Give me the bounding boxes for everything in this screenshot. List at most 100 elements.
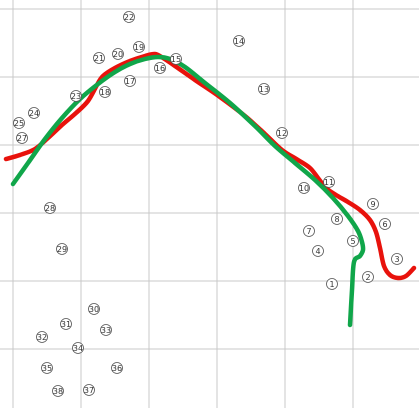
point-22: 22 xyxy=(123,11,135,23)
point-35: 35 xyxy=(41,362,53,374)
point-20: 20 xyxy=(112,48,124,60)
point-marker-34 xyxy=(72,342,84,354)
point-marker-13 xyxy=(258,83,270,95)
point-label-28: 28 xyxy=(45,204,55,213)
point-marker-28 xyxy=(44,202,56,214)
point-label-31: 31 xyxy=(61,320,71,329)
point-marker-1 xyxy=(326,278,338,290)
point-marker-3 xyxy=(391,253,403,265)
point-4: 4 xyxy=(312,245,324,257)
data-points: 1234567891011121314151617181920212223242… xyxy=(13,11,403,397)
point-28: 28 xyxy=(44,202,56,214)
point-19: 19 xyxy=(133,41,145,53)
point-16: 16 xyxy=(154,62,166,74)
point-marker-11 xyxy=(323,176,335,188)
point-marker-31 xyxy=(60,318,72,330)
point-label-5: 5 xyxy=(350,237,355,246)
point-21: 21 xyxy=(93,52,105,64)
point-marker-12 xyxy=(276,127,288,139)
point-9: 9 xyxy=(367,198,379,210)
point-marker-10 xyxy=(298,182,310,194)
point-label-36: 36 xyxy=(112,364,122,373)
point-12: 12 xyxy=(276,127,288,139)
point-label-11: 11 xyxy=(324,178,334,187)
point-marker-2 xyxy=(362,271,374,283)
point-2: 2 xyxy=(362,271,374,283)
point-label-16: 16 xyxy=(155,64,165,73)
point-label-20: 20 xyxy=(113,50,123,59)
point-27: 27 xyxy=(16,132,28,144)
point-15: 15 xyxy=(170,53,182,65)
point-label-23: 23 xyxy=(71,92,81,101)
point-marker-30 xyxy=(88,303,100,315)
point-5: 5 xyxy=(347,235,359,247)
point-label-15: 15 xyxy=(171,55,181,64)
point-24: 24 xyxy=(28,107,40,119)
point-label-25: 25 xyxy=(14,119,24,128)
point-marker-5 xyxy=(347,235,359,247)
point-marker-37 xyxy=(83,384,95,396)
point-13: 13 xyxy=(258,83,270,95)
point-marker-23 xyxy=(70,90,82,102)
point-marker-27 xyxy=(16,132,28,144)
point-8: 8 xyxy=(331,213,343,225)
point-3: 3 xyxy=(391,253,403,265)
point-29: 29 xyxy=(56,243,68,255)
point-marker-7 xyxy=(303,225,315,237)
point-label-17: 17 xyxy=(125,77,135,86)
point-marker-17 xyxy=(124,75,136,87)
point-label-29: 29 xyxy=(57,245,67,254)
point-label-18: 18 xyxy=(100,88,110,97)
point-label-14: 14 xyxy=(234,37,244,46)
point-marker-21 xyxy=(93,52,105,64)
point-label-9: 9 xyxy=(370,200,375,209)
point-label-10: 10 xyxy=(299,184,309,193)
point-marker-22 xyxy=(123,11,135,23)
point-36: 36 xyxy=(111,362,123,374)
point-marker-19 xyxy=(133,41,145,53)
point-18: 18 xyxy=(99,86,111,98)
point-label-37: 37 xyxy=(84,386,94,395)
point-marker-20 xyxy=(112,48,124,60)
point-marker-36 xyxy=(111,362,123,374)
point-31: 31 xyxy=(60,318,72,330)
point-marker-29 xyxy=(56,243,68,255)
point-label-3: 3 xyxy=(394,255,399,264)
point-label-30: 30 xyxy=(89,305,99,314)
point-25: 25 xyxy=(13,117,25,129)
point-37: 37 xyxy=(83,384,95,396)
point-34: 34 xyxy=(72,342,84,354)
point-label-35: 35 xyxy=(42,364,52,373)
point-marker-15 xyxy=(170,53,182,65)
point-label-1: 1 xyxy=(329,280,334,289)
point-marker-35 xyxy=(41,362,53,374)
point-label-2: 2 xyxy=(365,273,370,282)
point-marker-14 xyxy=(233,35,245,47)
point-32: 32 xyxy=(36,331,48,343)
point-marker-4 xyxy=(312,245,324,257)
point-label-12: 12 xyxy=(277,129,287,138)
point-marker-8 xyxy=(331,213,343,225)
green-curve-line xyxy=(10,54,366,328)
point-marker-9 xyxy=(367,198,379,210)
point-label-27: 27 xyxy=(17,134,27,143)
point-33: 33 xyxy=(100,324,112,336)
point-23: 23 xyxy=(70,90,82,102)
point-marker-32 xyxy=(36,331,48,343)
point-label-4: 4 xyxy=(315,247,320,256)
curves xyxy=(3,51,417,328)
point-10: 10 xyxy=(298,182,310,194)
point-label-38: 38 xyxy=(53,387,63,396)
point-label-22: 22 xyxy=(124,13,134,22)
point-marker-25 xyxy=(13,117,25,129)
point-marker-24 xyxy=(28,107,40,119)
point-marker-33 xyxy=(100,324,112,336)
point-marker-16 xyxy=(154,62,166,74)
point-label-6: 6 xyxy=(382,220,387,229)
point-label-32: 32 xyxy=(37,333,47,342)
point-14: 14 xyxy=(233,35,245,47)
point-marker-6 xyxy=(379,218,391,230)
point-17: 17 xyxy=(124,75,136,87)
